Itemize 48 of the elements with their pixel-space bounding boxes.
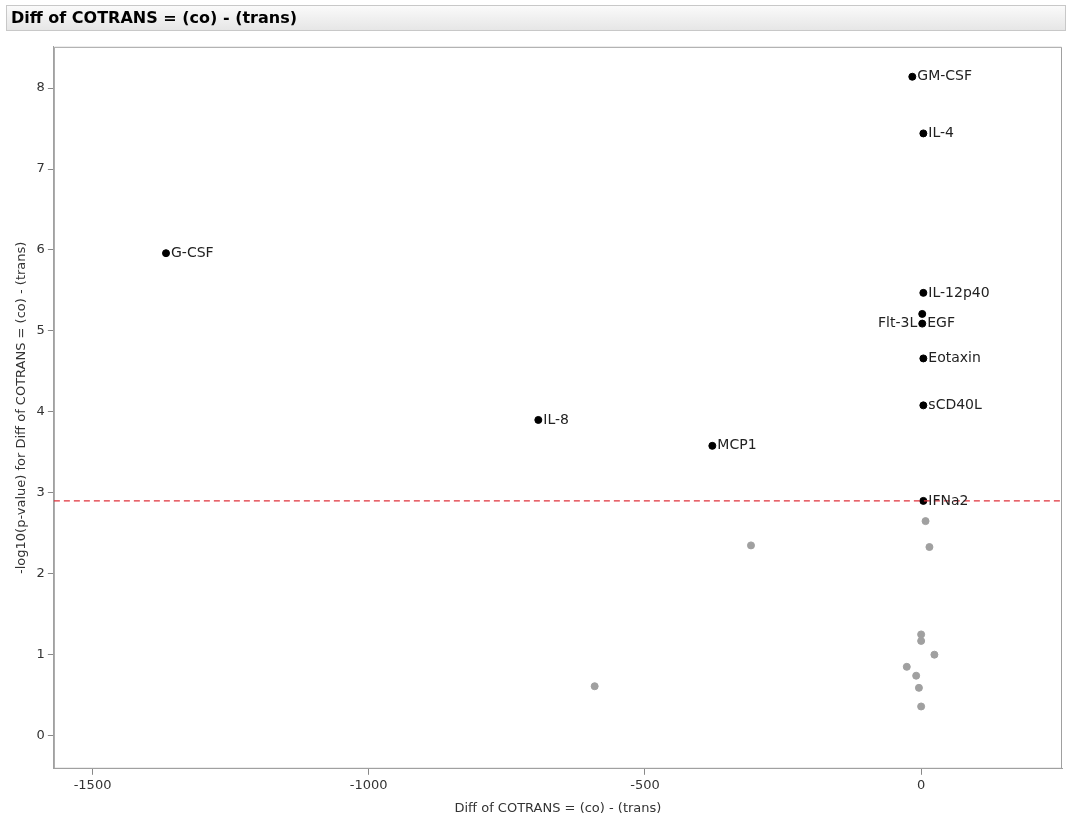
x-tick-label: -1500	[73, 776, 112, 792]
y-tick-label: 1	[36, 646, 45, 662]
chart-title: Diff of COTRANS = (co) - (trans)	[6, 5, 1066, 31]
annotation: IL-8	[543, 410, 569, 427]
point	[919, 354, 928, 363]
y-axis-title: -log10(p-value) for Diff of COTRANS = (co) - (trans)	[13, 241, 29, 574]
point	[918, 319, 927, 328]
point	[925, 543, 934, 552]
x-tick-label: -1000	[349, 776, 388, 792]
y-tick-label: 6	[36, 241, 45, 257]
point	[534, 415, 543, 424]
point	[708, 441, 717, 450]
point	[912, 671, 921, 680]
annotation: EGF	[927, 314, 955, 331]
annotation: Flt-3L	[878, 313, 918, 330]
annotation: IFNa2	[928, 491, 969, 508]
y-tick-label: 4	[36, 403, 45, 419]
point	[919, 401, 928, 410]
y-tick-label: 3	[36, 484, 45, 500]
annotation: GM-CSF	[917, 67, 972, 84]
point	[162, 249, 171, 258]
point	[908, 72, 917, 81]
y-tick-label: 5	[36, 322, 45, 338]
y-tick-label: 2	[36, 565, 45, 581]
point	[917, 702, 926, 711]
annotation: IL-4	[928, 124, 955, 141]
x-tick-label: 0	[917, 776, 926, 792]
y-tick-label: 7	[36, 160, 45, 176]
y-tick-label: 8	[36, 79, 45, 95]
annotation: MCP1	[717, 436, 757, 453]
point	[918, 309, 927, 318]
point	[747, 541, 755, 550]
y-tick-label: 0	[36, 726, 45, 742]
point	[590, 682, 599, 691]
point	[902, 662, 911, 671]
annotation: sCD40L	[928, 396, 983, 413]
point	[930, 650, 939, 659]
point	[914, 683, 923, 692]
point	[921, 517, 930, 526]
point	[917, 630, 926, 639]
annotation: G-CSF	[171, 243, 214, 260]
annotation: Eotaxin	[928, 349, 981, 366]
point	[917, 636, 926, 645]
annotation: IL-12p40	[928, 283, 990, 300]
point	[919, 288, 928, 297]
x-tick-label: -500	[630, 776, 660, 792]
point	[919, 129, 928, 138]
x-axis-title: Diff of COTRANS = (co) - (trans)	[454, 799, 662, 815]
